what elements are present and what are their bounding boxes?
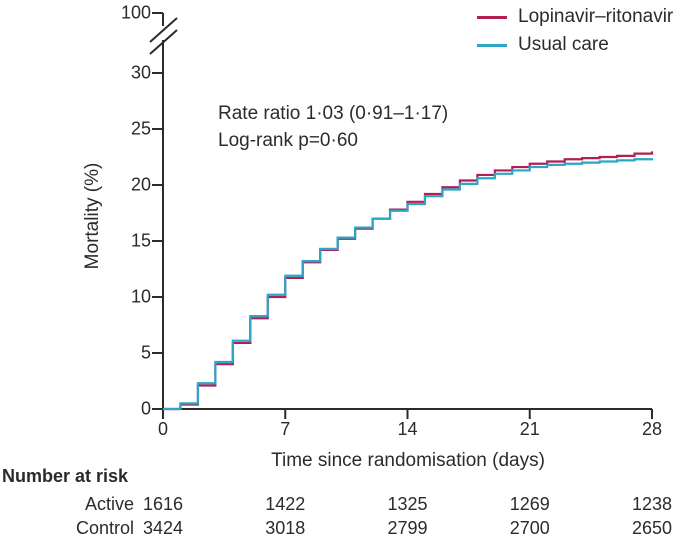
- annotation-block: Rate ratio 1·03 (0·91–1·17) Log-rank p=0…: [218, 100, 448, 154]
- axis-break-slash-icon: [149, 29, 178, 55]
- legend-label-usual-care: Usual care: [518, 34, 609, 55]
- risk-row-label-control: Control: [75, 518, 134, 538]
- risk-count-control-day7: 3018: [265, 518, 306, 538]
- x-tick-label: 28: [641, 419, 663, 439]
- y-tick-label: 30: [130, 62, 151, 83]
- legend-item-usual-care: Usual care: [477, 31, 673, 59]
- risk-count-control-day21: 2700: [509, 518, 550, 538]
- x-tick-label: 7: [280, 419, 291, 439]
- risk-count-control-day28: 2650: [631, 518, 673, 538]
- legend: Lopinavir–ritonavir Usual care: [477, 3, 673, 59]
- y-tick-label: 10: [130, 286, 151, 307]
- x-tick-label: 0: [157, 419, 169, 439]
- x-axis-title: Time since randomisation (days): [271, 450, 545, 471]
- risk-count-active-day7: 1422: [265, 494, 306, 514]
- legend-item-lopinavir: Lopinavir–ritonavir: [477, 3, 673, 31]
- risk-count-active-day14: 1325: [387, 494, 428, 514]
- y-tick-label: 5: [140, 342, 151, 363]
- y-tick-label: 0: [140, 398, 151, 419]
- y-tick-label: 25: [130, 118, 151, 139]
- y-tick-label-break: 100: [120, 2, 151, 23]
- x-tick-label: 21: [519, 419, 540, 439]
- risk-table-header: Number at risk: [2, 466, 129, 486]
- series-line-lopinavir: [163, 151, 654, 411]
- log-rank-text: Log-rank p=0·60: [218, 130, 358, 151]
- usual-care-line-swatch-icon: [477, 43, 507, 47]
- y-tick-label: 20: [130, 174, 151, 195]
- risk-count-active-day28: 1238: [631, 494, 673, 514]
- series-line-usual-care: [163, 158, 654, 411]
- x-tick-label: 14: [397, 419, 418, 439]
- risk-count-control-day0: 3424: [142, 518, 184, 538]
- axis-break-slash-icon: [149, 17, 178, 43]
- risk-count-active-day0: 1616: [142, 494, 184, 514]
- y-tick-label: 15: [130, 230, 151, 251]
- risk-count-active-day21: 1269: [509, 494, 550, 514]
- lopinavir-line-swatch-icon: [477, 15, 507, 19]
- legend-label-lopinavir: Lopinavir–ritonavir: [518, 6, 674, 27]
- risk-count-control-day14: 2799: [387, 518, 428, 538]
- risk-row-label-active: Active: [84, 494, 134, 514]
- rate-ratio-text: Rate ratio 1·03 (0·91–1·17): [218, 103, 449, 124]
